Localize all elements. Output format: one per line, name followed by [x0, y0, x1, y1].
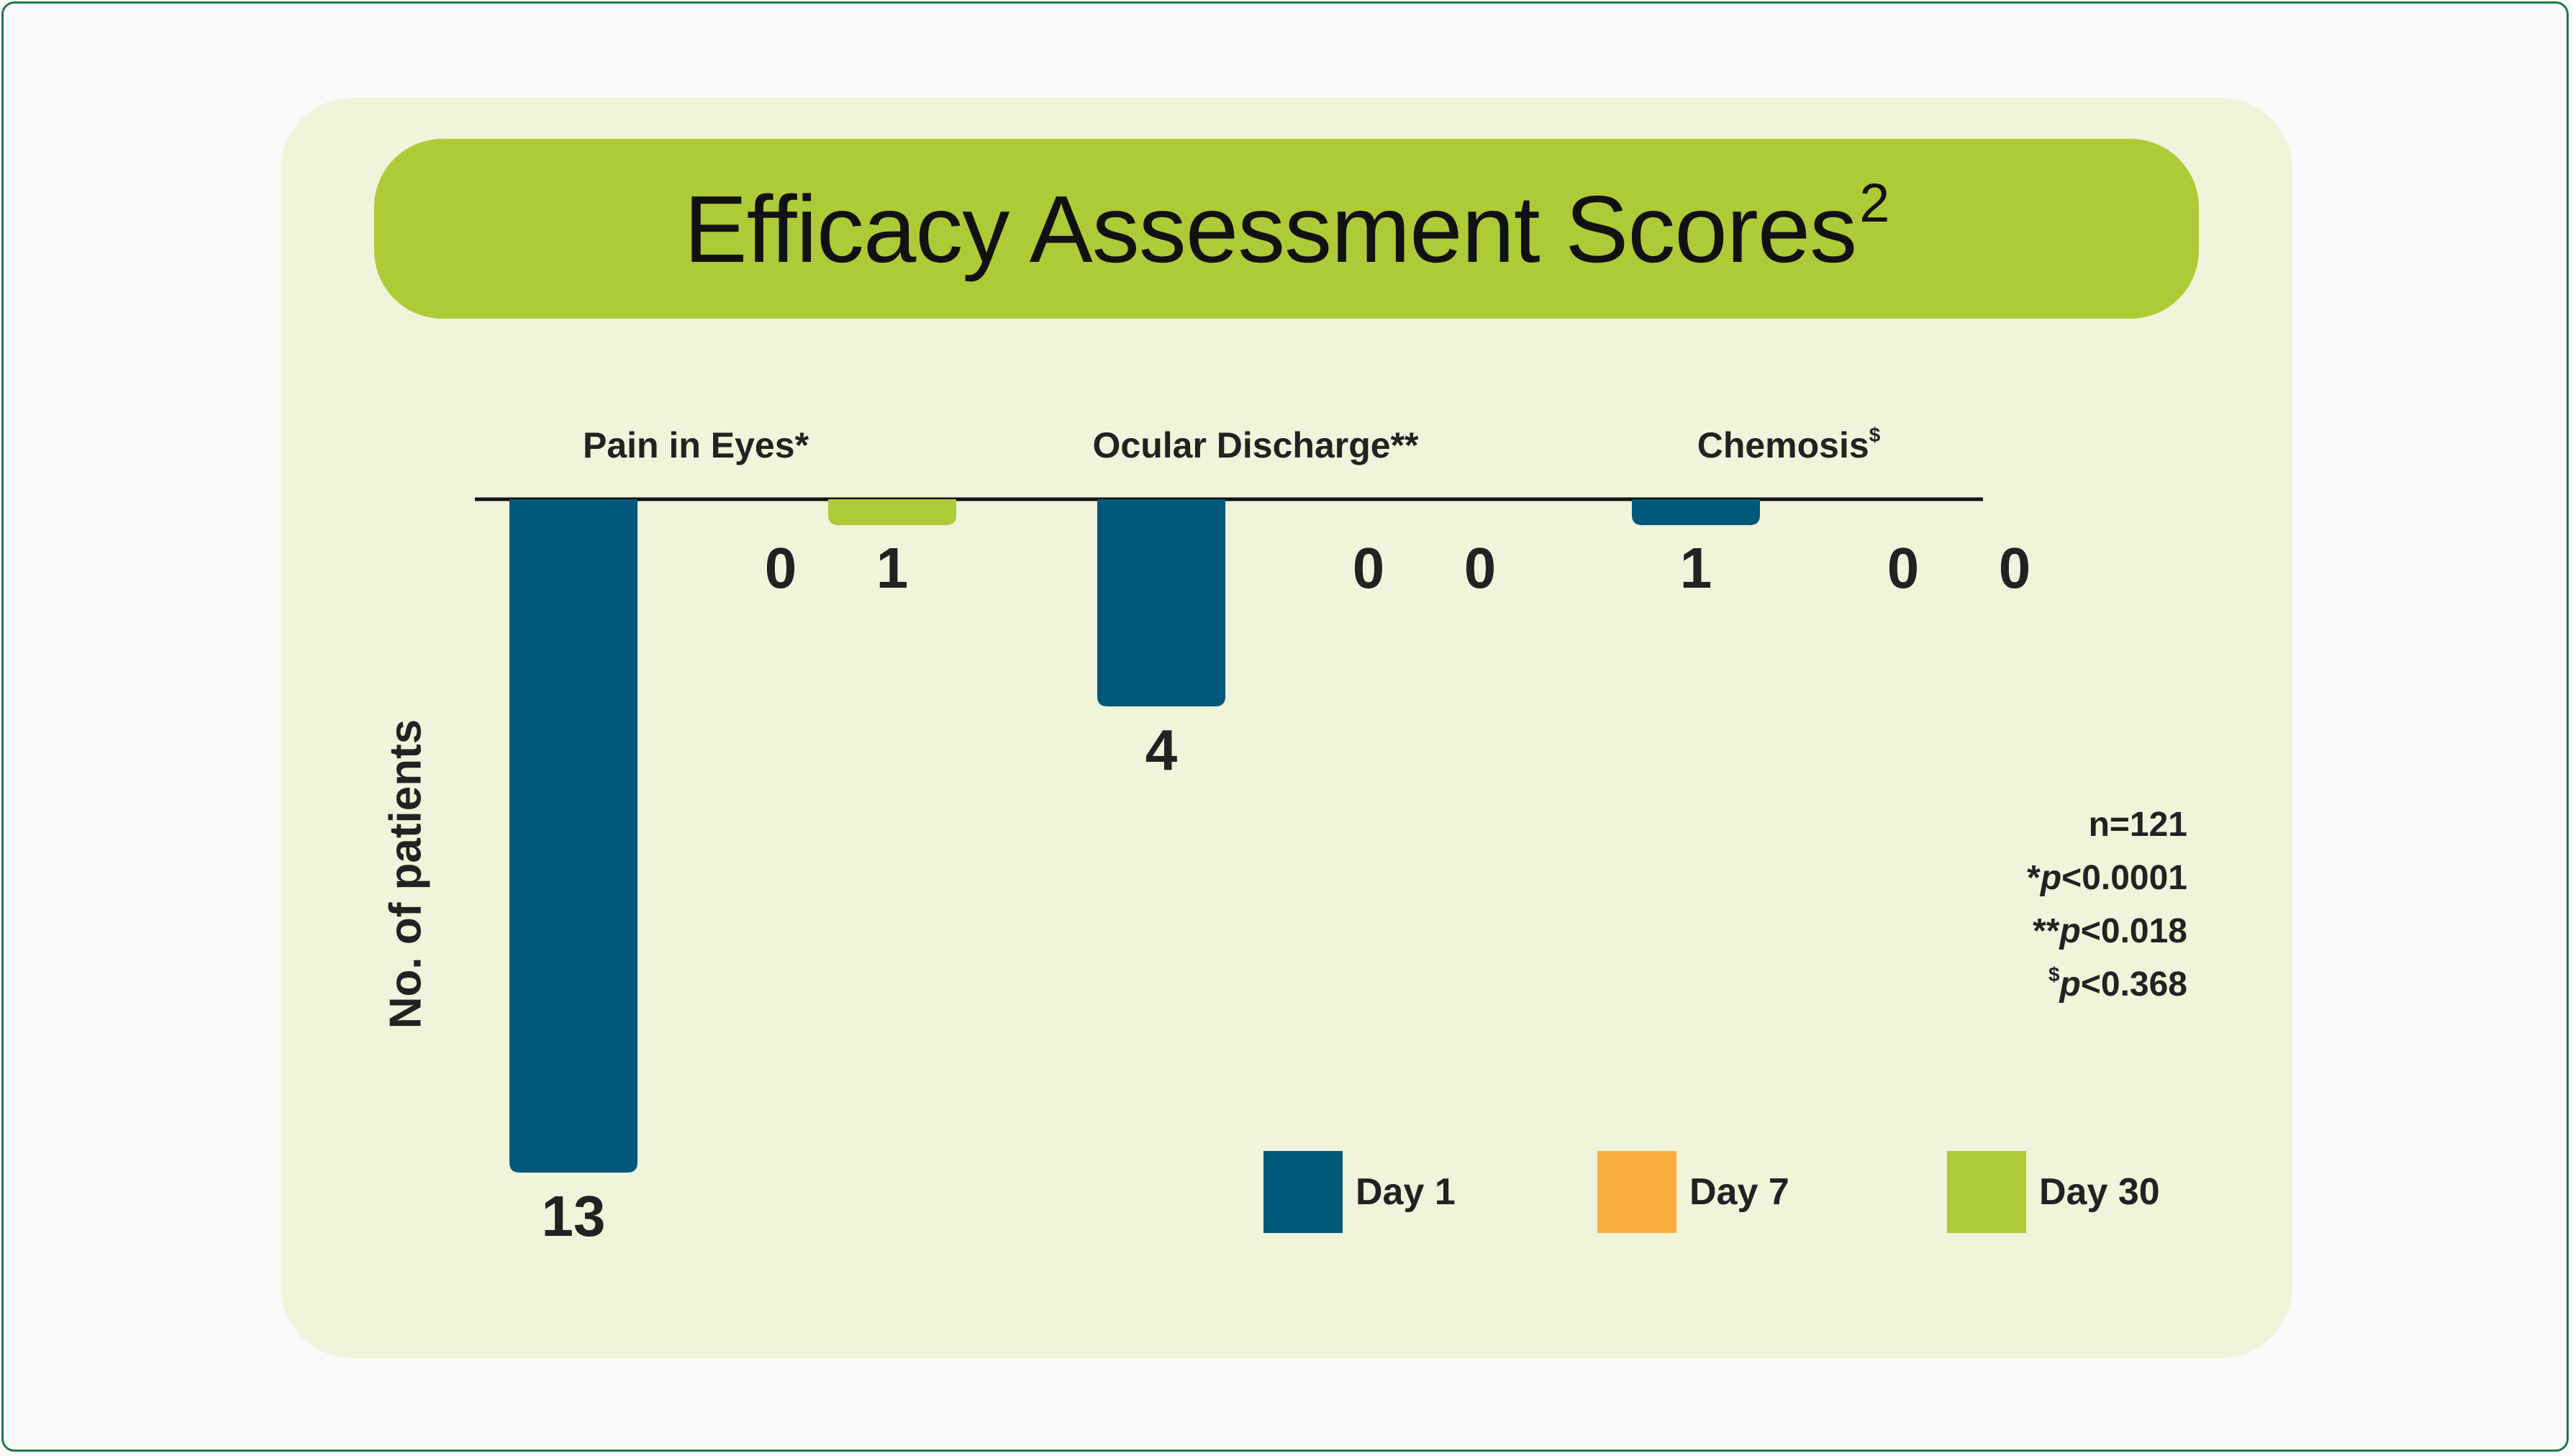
bar-day-1-2 — [1632, 499, 1760, 525]
p-value-note-3: $p<0.368 — [2048, 963, 2187, 1004]
category-label-0: Pain in Eyes* — [582, 425, 809, 465]
value-label: 1 — [876, 536, 909, 600]
sample-size-note: n=121 — [2088, 806, 2187, 844]
legend-label: Day 30 — [2039, 1171, 2160, 1213]
bar-day-1-0 — [509, 499, 637, 1173]
value-label: 0 — [1998, 536, 2031, 600]
category-label-2: Chemosis$ — [1697, 424, 1881, 466]
legend-swatch — [1263, 1151, 1343, 1233]
value-label: 0 — [1352, 536, 1385, 600]
category-label-1: Ocular Discharge** — [1092, 425, 1419, 465]
value-label: 0 — [764, 536, 797, 600]
legend-item-day-1: Day 1 — [1263, 1151, 1456, 1233]
statistics-notes: n=121 *p<0.0001 **p<0.018 $p<0.368 — [1871, 798, 2187, 1011]
value-label: 1 — [1679, 536, 1712, 600]
title-band: Efficacy Assessment Scores2 — [374, 139, 2199, 319]
chart-title-text: Efficacy Assessment Scores — [684, 176, 1858, 282]
value-label: 0 — [1887, 536, 1920, 600]
value-label: 4 — [1145, 718, 1178, 782]
value-label: 0 — [1464, 536, 1497, 600]
legend-swatch — [1597, 1151, 1676, 1233]
y-axis-label: No. of patients — [381, 719, 431, 1029]
p-value-note-1: *p<0.0001 — [2027, 859, 2187, 897]
chart-title: Efficacy Assessment Scores2 — [684, 172, 1890, 283]
legend-item-day-7: Day 7 — [1597, 1151, 1789, 1233]
bar-day-1-1 — [1097, 499, 1225, 706]
chart-title-superscript: 2 — [1859, 172, 1889, 234]
p-value-note-2: **p<0.018 — [2033, 912, 2187, 950]
legend-item-day-30: Day 30 — [1947, 1151, 2160, 1233]
legend-label: Day 1 — [1356, 1171, 1456, 1213]
bar-day-30-0 — [828, 499, 956, 525]
legend-swatch — [1947, 1151, 2026, 1233]
value-label: 13 — [541, 1184, 606, 1248]
legend-label: Day 7 — [1689, 1171, 1789, 1213]
